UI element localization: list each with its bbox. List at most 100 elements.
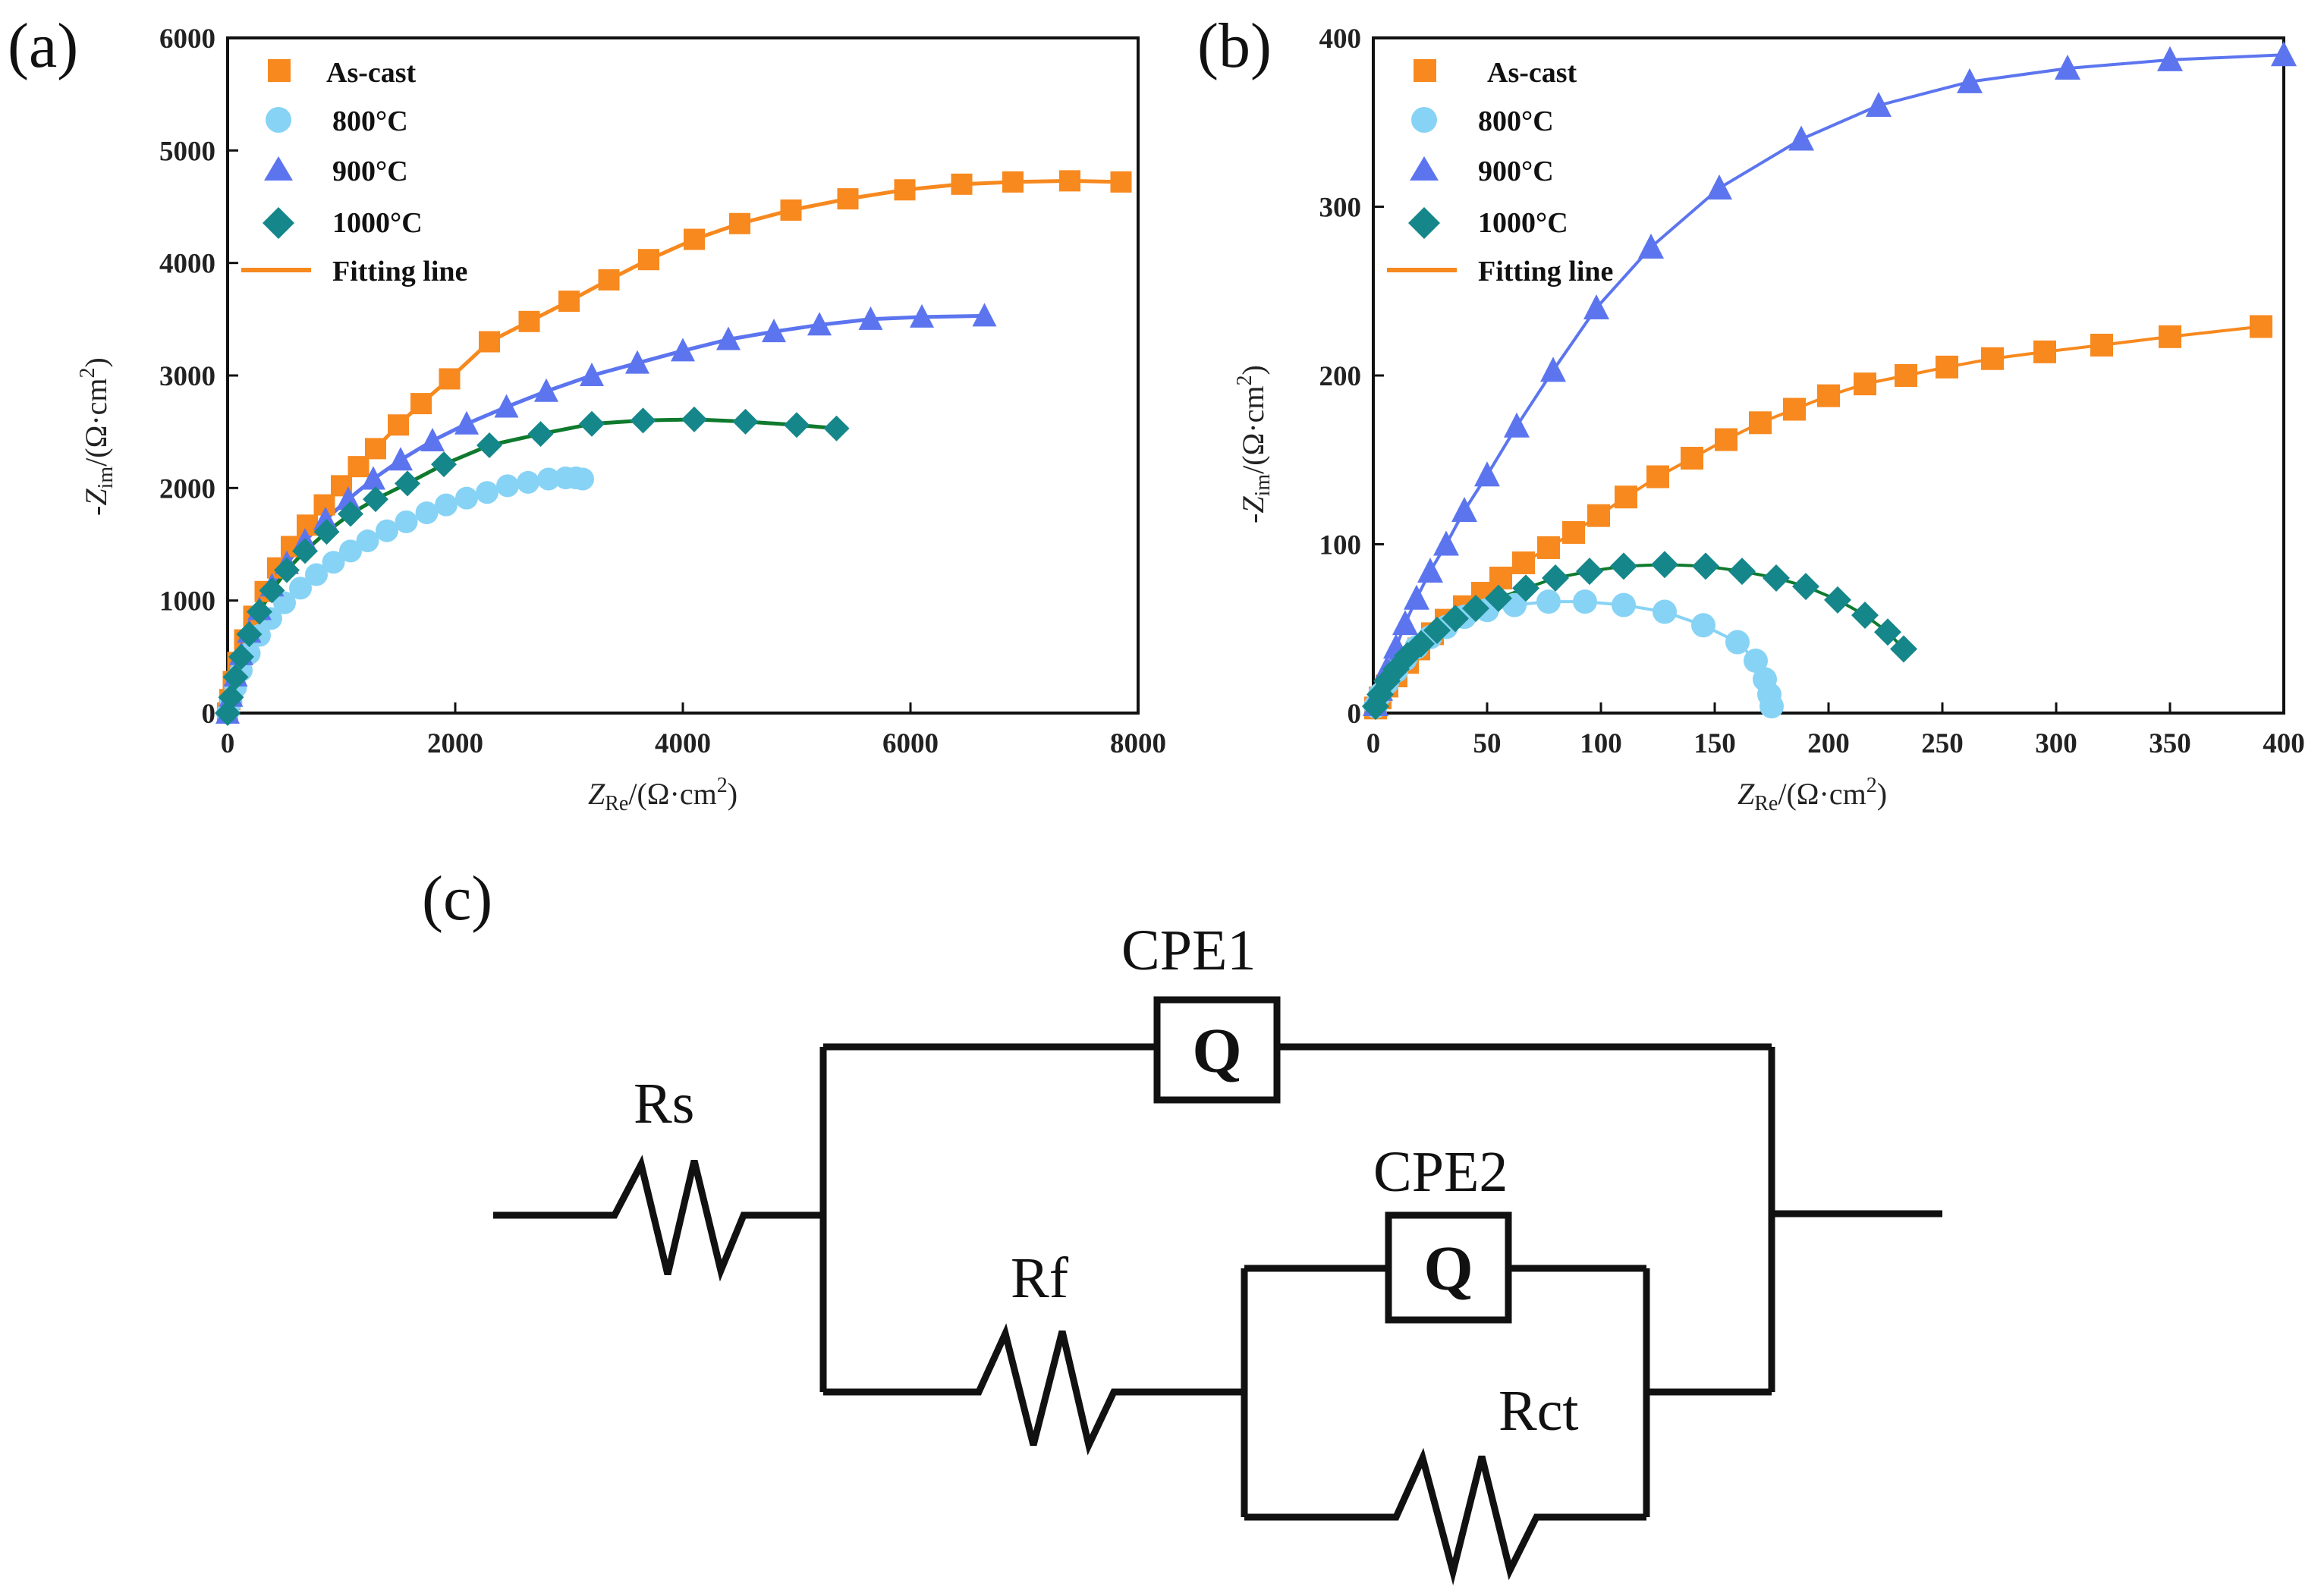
chart-a-ytick-label: 3000 xyxy=(159,361,215,392)
chart-b-fit-ascast xyxy=(1374,325,2262,709)
chart-b-point-1000 xyxy=(1542,564,1569,592)
chart-a-point-1000 xyxy=(363,486,388,513)
chart-a-point-900 xyxy=(807,312,832,336)
label-cpe1: CPE1 xyxy=(1121,919,1256,982)
chart-b-point-800 xyxy=(1691,613,1715,638)
chart-a-point-900 xyxy=(910,303,934,328)
chart-b-ylabel: -Zim/(Ω·cm2) xyxy=(1233,365,1275,523)
chart-a-point-800 xyxy=(289,577,312,600)
cpe2-q-symbol: Q xyxy=(1423,1233,1473,1304)
chart-a-point-800 xyxy=(455,486,478,510)
chart-a-point-900 xyxy=(972,303,997,327)
chart-a-ytick-label: 5000 xyxy=(159,136,215,167)
chart-a-point-800 xyxy=(339,539,362,563)
chart-a-point-800 xyxy=(517,470,539,494)
chart-b-point-1000 xyxy=(1576,558,1603,586)
chart-b-point-900 xyxy=(1474,461,1500,487)
chart-b-point-ascast xyxy=(1715,428,1737,451)
chart-b-point-900 xyxy=(1392,610,1418,636)
legend-a-800-marker xyxy=(266,107,291,133)
chart-a-point-800 xyxy=(537,467,560,491)
chart-a: 0 2000 4000 6000 8000 0 1000 2000 3000 4000 5000 60… xyxy=(76,24,1166,815)
chart-b-ytick-label: 0 xyxy=(1348,699,1362,730)
chart-a-point-900 xyxy=(762,319,786,343)
chart-b-point-900 xyxy=(1866,92,1892,117)
chart-b-xtick-label: 100 xyxy=(1580,728,1622,759)
chart-b-xtick-label: 0 xyxy=(1366,728,1381,759)
chart-a-point-ascast xyxy=(598,269,620,291)
chart-a-point-800 xyxy=(476,481,498,504)
legend-b-900-marker xyxy=(1410,156,1439,181)
chart-b-point-ascast xyxy=(1562,520,1585,544)
chart-a-xtick-label: 8000 xyxy=(1110,728,1166,759)
chart-a-point-ascast xyxy=(439,368,461,390)
chart-b-xlabel: ZRe/(Ω·cm2) xyxy=(1737,774,1887,815)
chart-b-point-900 xyxy=(1638,233,1664,259)
chart-a-frame xyxy=(226,36,1140,715)
chart-a-marks xyxy=(215,170,1132,726)
chart-b-point-900 xyxy=(1504,412,1530,438)
chart-a-point-ascast xyxy=(1110,171,1132,193)
chart-a-point-ascast xyxy=(638,249,659,271)
chart-a-point-1000 xyxy=(292,538,318,564)
chart-a-point-1000 xyxy=(823,415,850,441)
chart-b-point-ascast xyxy=(1615,485,1637,509)
chart-b-point-900 xyxy=(1583,294,1609,319)
chart-a-point-1000 xyxy=(579,410,605,437)
chart-a-ytick-label: 4000 xyxy=(159,249,215,280)
chart-b-point-900 xyxy=(1404,584,1429,610)
chart-b-xtick-label: 200 xyxy=(1807,728,1850,759)
chart-a-point-1000 xyxy=(247,599,272,625)
chart-b-ticks: 0 50 100 150 200 250 300 350 400 0 100 200 300 400 xyxy=(1319,24,2305,759)
legend-a-ascast-marker xyxy=(268,59,291,82)
chart-b-point-1000 xyxy=(1851,601,1879,629)
chart-a-point-800 xyxy=(356,529,379,553)
chart-b: 0 50 100 150 200 250 300 350 400 0 100 200 300 400 As… xyxy=(1233,24,2305,815)
legend-a-900: 900°C xyxy=(332,156,408,187)
chart-a-point-ascast xyxy=(1059,170,1080,192)
chart-a-point-ascast xyxy=(410,393,432,415)
chart-a-point-ascast xyxy=(837,188,859,210)
chart-a-point-1000 xyxy=(222,664,249,690)
chart-b-point-900 xyxy=(2055,55,2080,80)
chart-b-point-1000 xyxy=(1407,630,1435,658)
legend-b-ascast-marker xyxy=(1414,59,1436,82)
legend-b-800: 800°C xyxy=(1478,105,1554,137)
chart-a-point-900 xyxy=(671,338,695,362)
legend-a-900-marker xyxy=(264,156,293,181)
chart-b-xtick-label: 300 xyxy=(2035,728,2077,759)
chart-b-point-ascast xyxy=(1783,397,1806,421)
chart-b-point-ascast xyxy=(1681,447,1703,470)
chart-b-point-900 xyxy=(2271,41,2297,67)
chart-a-ylabel: -Zim/(Ω·cm2) xyxy=(76,357,118,516)
chart-b-point-900 xyxy=(1957,68,1983,93)
chart-b-point-900 xyxy=(1788,125,1814,151)
chart-b-point-ascast xyxy=(2033,340,2056,363)
chart-a-point-900 xyxy=(336,486,360,511)
label-rs: Rs xyxy=(634,1072,694,1136)
chart-a-point-900 xyxy=(420,428,445,452)
chart-a-point-1000 xyxy=(259,577,285,604)
chart-a-point-800 xyxy=(322,551,345,574)
chart-a-point-ascast xyxy=(729,212,750,234)
chart-b-xtick-label: 350 xyxy=(2149,728,2191,759)
resistor-rf xyxy=(823,1323,1244,1456)
chart-a-point-ascast xyxy=(684,228,705,250)
chart-b-point-1000 xyxy=(1651,551,1678,579)
legend-b-800-marker xyxy=(1411,107,1437,133)
chart-a-point-1000 xyxy=(732,408,759,435)
resistor-rct xyxy=(1244,1447,1646,1585)
chart-b-ytick-label: 100 xyxy=(1319,530,1362,561)
chart-b-point-1000 xyxy=(1763,564,1790,592)
chart-b-point-800 xyxy=(1653,599,1677,624)
chart-b-ytick-label: 200 xyxy=(1319,361,1362,392)
chart-a-point-1000 xyxy=(630,407,656,434)
chart-b-point-900 xyxy=(1706,174,1732,200)
chart-a-point-ascast xyxy=(365,438,386,460)
chart-b-legend: As-cast 800°C 900°C 1000°C Fitting line xyxy=(1387,57,1613,287)
chart-b-point-ascast xyxy=(2159,325,2181,348)
chart-a-point-1000 xyxy=(527,421,554,448)
chart-a-point-900 xyxy=(858,306,883,330)
chart-b-point-ascast xyxy=(1489,567,1512,589)
